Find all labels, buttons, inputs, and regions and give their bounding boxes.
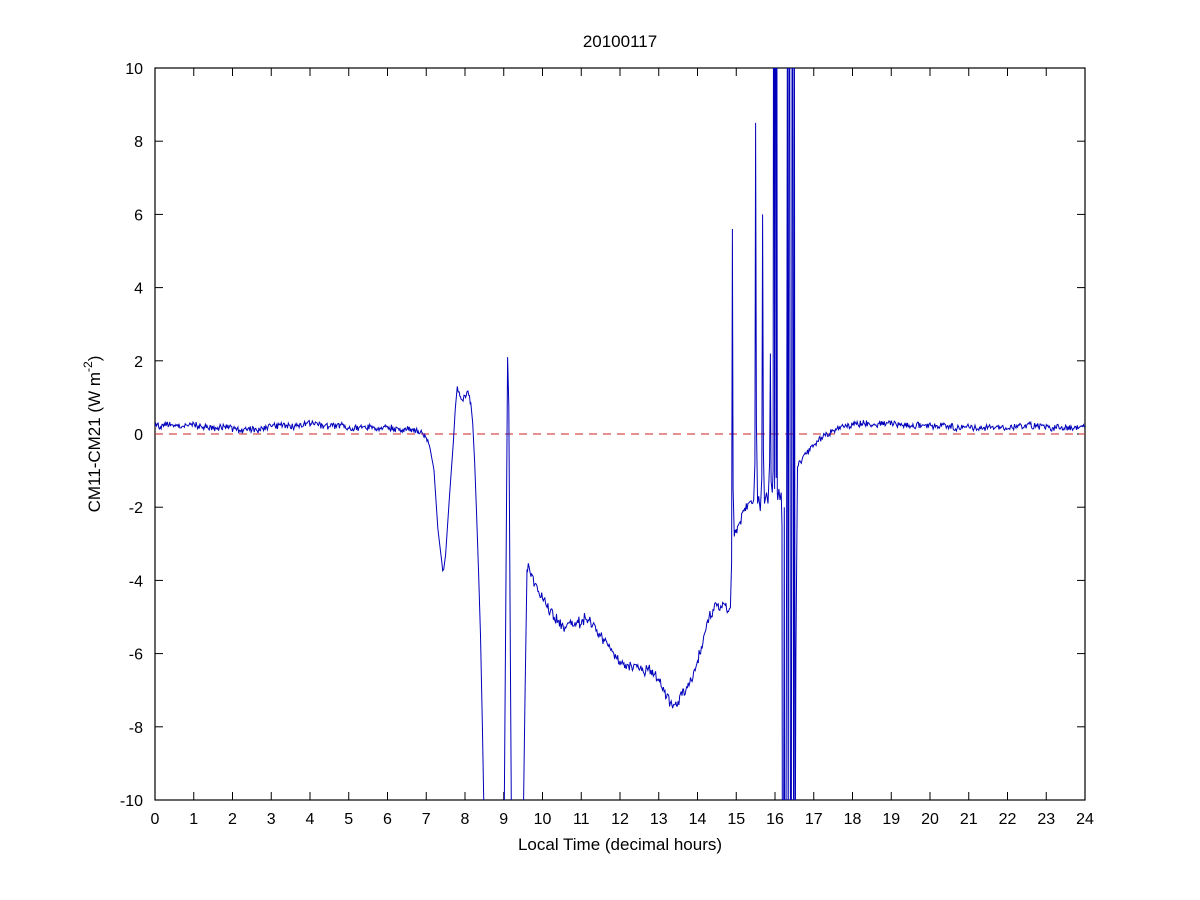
y-tick-label: 4 bbox=[134, 281, 143, 298]
x-tick-label: 24 bbox=[1076, 811, 1094, 828]
x-axis-label: Local Time (decimal hours) bbox=[518, 835, 722, 854]
y-tick-label: -2 bbox=[129, 500, 143, 517]
y-axis-label-superscript: -2 bbox=[81, 361, 95, 372]
x-tick-label: 20 bbox=[921, 811, 939, 828]
x-tick-label: 15 bbox=[727, 811, 745, 828]
x-tick-label: 9 bbox=[499, 811, 508, 828]
x-tick-label: 16 bbox=[766, 811, 784, 828]
chart-axes: 0 1 2 3 4 5 6 7 8 9 10 11 12 13 14 15 16 17 18 19 20 21 22 23 24… bbox=[120, 61, 1094, 828]
x-tick-label: 1 bbox=[189, 811, 198, 828]
x-tick-label: 5 bbox=[344, 811, 353, 828]
y-tick-label: 2 bbox=[134, 354, 143, 371]
x-tick-label: 10 bbox=[534, 811, 552, 828]
y-tick-label: -8 bbox=[129, 720, 143, 737]
x-tick-label: 3 bbox=[267, 811, 276, 828]
x-tick-label: 14 bbox=[689, 811, 707, 828]
x-tick-label: 7 bbox=[422, 811, 431, 828]
x-tick-label: 0 bbox=[151, 811, 160, 828]
x-tick-label: 8 bbox=[461, 811, 470, 828]
y-axis-label-main: CM11-CM21 (W m bbox=[85, 372, 104, 512]
y-axis-label: CM11-CM21 (W m-2) bbox=[81, 356, 104, 513]
x-tick-label: 11 bbox=[573, 811, 590, 828]
chart-title: 20100117 bbox=[583, 32, 657, 51]
y-tick-label: 10 bbox=[125, 61, 143, 78]
y-tick-label: -4 bbox=[129, 573, 143, 590]
x-tick-label: 19 bbox=[882, 811, 900, 828]
y-tick-label: -10 bbox=[120, 793, 143, 810]
x-tick-label: 21 bbox=[960, 811, 978, 828]
x-tick-label: 23 bbox=[1037, 811, 1055, 828]
chart-series bbox=[155, 68, 1085, 800]
x-tick-label: 12 bbox=[611, 811, 629, 828]
x-tick-label: 13 bbox=[650, 811, 668, 828]
y-tick-label: 8 bbox=[134, 134, 143, 151]
x-tick-label: 22 bbox=[999, 811, 1017, 828]
y-axis-label-end: ) bbox=[85, 356, 104, 362]
y-tick-label: 6 bbox=[134, 207, 143, 224]
y-tick-label: -6 bbox=[129, 647, 143, 664]
y-tick-label: 0 bbox=[134, 427, 143, 444]
x-tick-label: 18 bbox=[844, 811, 862, 828]
x-tick-label: 17 bbox=[805, 811, 823, 828]
x-tick-label: 4 bbox=[306, 811, 315, 828]
x-tick-label: 6 bbox=[383, 811, 392, 828]
x-tick-label: 2 bbox=[228, 811, 237, 828]
series-line bbox=[155, 68, 1085, 800]
